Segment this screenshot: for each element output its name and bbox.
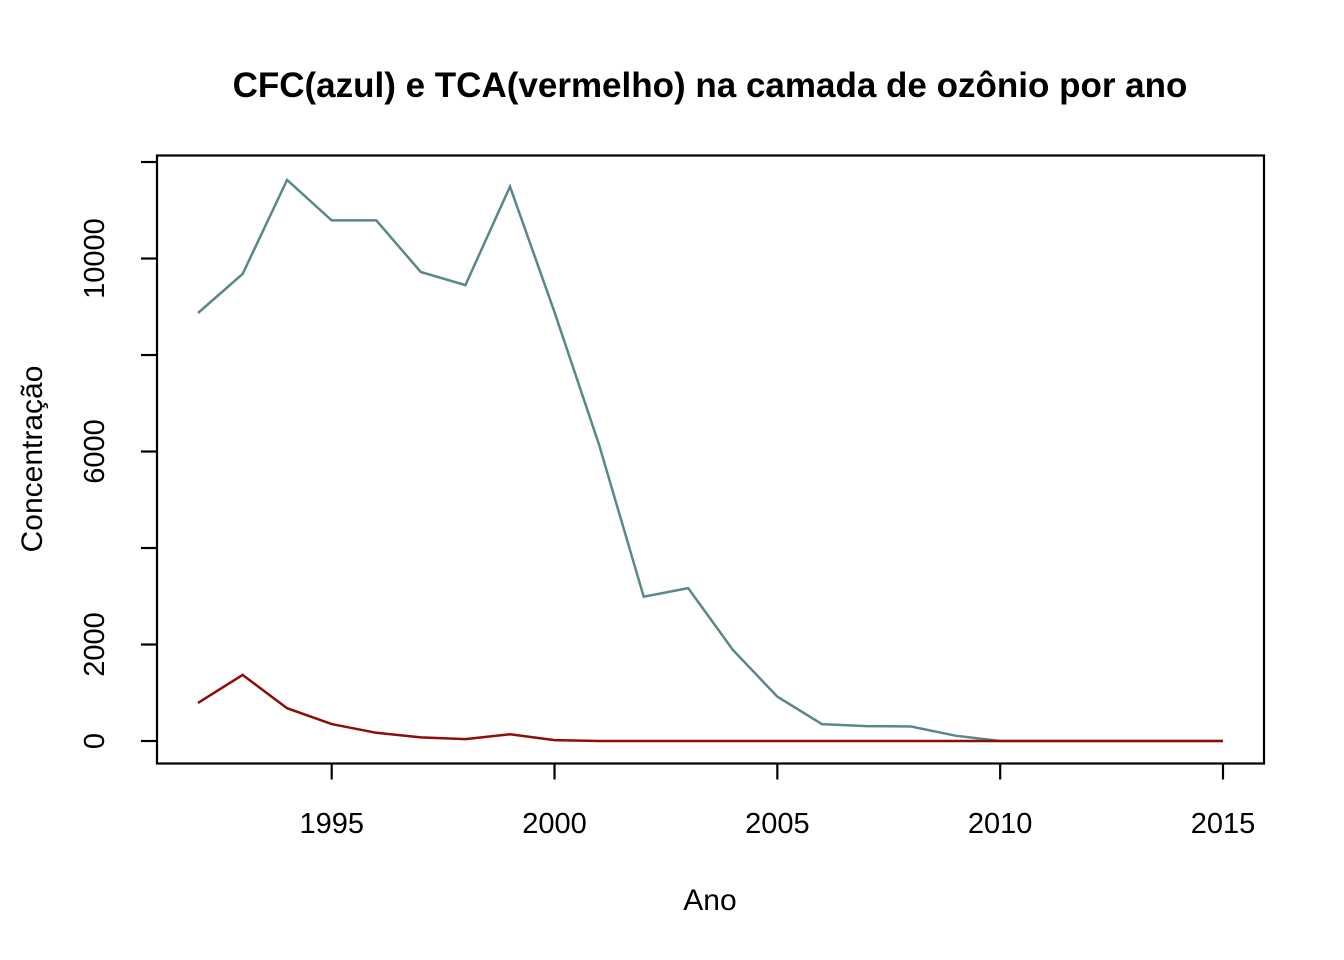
x-tick-label: 2005: [745, 808, 810, 840]
series-layer: [197, 177, 1223, 743]
x-axis-title: Ano: [683, 884, 736, 917]
y-axis-title: Concentração: [16, 366, 49, 553]
x-tick-label: 2000: [522, 808, 587, 840]
y-axis: 0 2000 6000 10000: [79, 160, 157, 749]
y-tick-label: 0: [79, 733, 111, 749]
chart-title: CFC(azul) e TCA(vermelho) na camada de o…: [233, 66, 1188, 105]
x-tick-label: 2015: [1191, 808, 1256, 840]
y-tick-label: 2000: [79, 612, 111, 677]
x-axis: 1995 2000 2005 2010 2015: [299, 763, 1256, 840]
y-tick-label: 6000: [79, 419, 111, 484]
y-tick-label: 10000: [79, 218, 111, 299]
x-tick-label: 1995: [299, 808, 364, 840]
x-tick-label: 2010: [968, 808, 1033, 840]
tca-line: [197, 673, 1223, 743]
plot-box: [155, 154, 1266, 765]
cfc-line: [197, 177, 1223, 743]
